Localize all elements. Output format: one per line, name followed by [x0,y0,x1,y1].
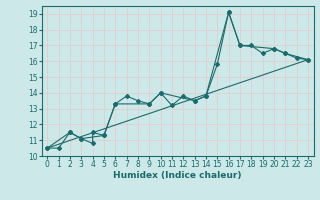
X-axis label: Humidex (Indice chaleur): Humidex (Indice chaleur) [113,171,242,180]
